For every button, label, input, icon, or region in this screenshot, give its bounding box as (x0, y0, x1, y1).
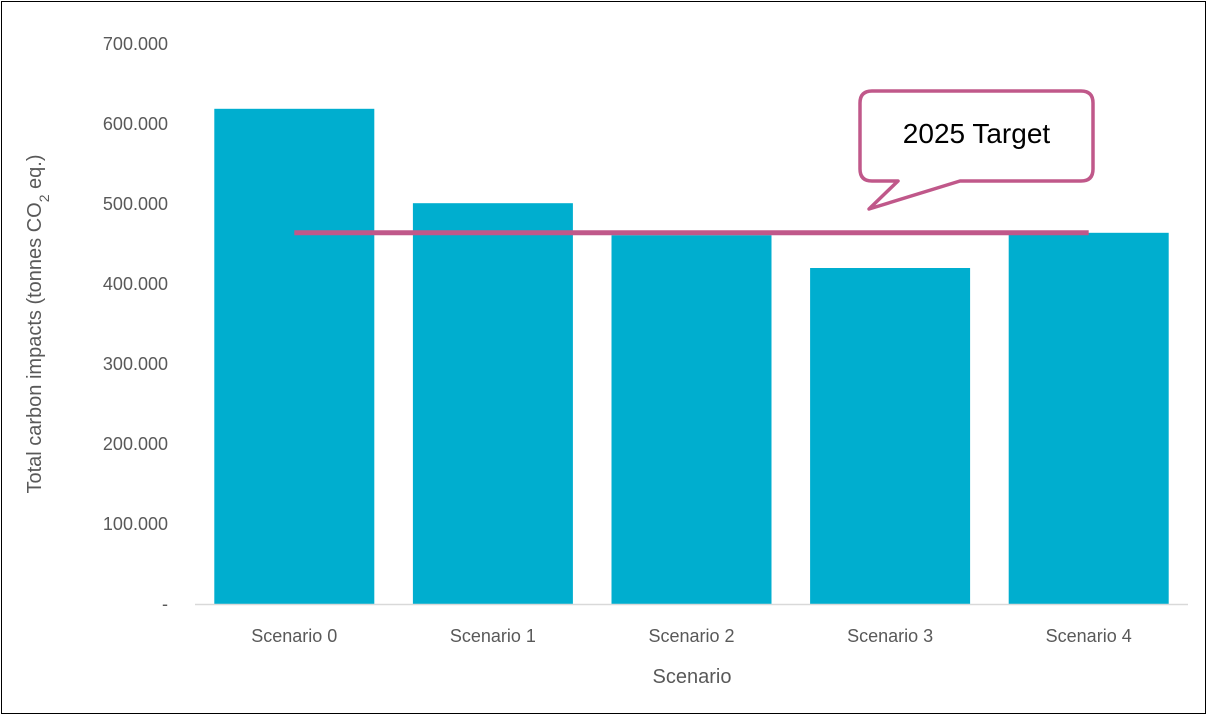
x-tick-label: Scenario 0 (251, 626, 337, 646)
y-tick-label: 300.000 (103, 354, 168, 374)
bars (214, 108, 1169, 605)
y-tick-label: 700.000 (103, 34, 168, 54)
target-callout (858, 89, 1095, 211)
bar (611, 235, 772, 604)
y-tick-label: 400.000 (103, 274, 168, 294)
x-tick-label: Scenario 3 (847, 626, 933, 646)
y-tick-label: 200.000 (103, 434, 168, 454)
y-tick-label: 100.000 (103, 514, 168, 534)
y-axis-ticks: - 100.000 200.000 300.000 400.000 500.000 600.… (103, 34, 168, 614)
y-axis-title-main: Total carbon impacts (tonnes CO (24, 202, 46, 493)
y-axis-title-subscript: 2 (36, 194, 52, 202)
x-tick-label: Scenario 4 (1046, 626, 1132, 646)
y-axis-title-tail: eq.) (24, 154, 46, 194)
x-axis-ticks: Scenario 0 Scenario 1 Scenario 2 Scenario 3… (251, 626, 1131, 646)
y-tick-label: 500.000 (103, 194, 168, 214)
y-tick-label: - (162, 594, 168, 614)
x-tick-label: Scenario 2 (648, 626, 734, 646)
target-callout-label: 2025 Target (903, 118, 1051, 149)
y-axis-title: Total carbon impacts (tonnes CO2 eq.) (24, 154, 52, 493)
bar (214, 108, 375, 605)
x-tick-label: Scenario 1 (450, 626, 536, 646)
bar (810, 268, 971, 604)
bar (1008, 232, 1169, 605)
bar (412, 203, 573, 604)
y-tick-label: 600.000 (103, 114, 168, 134)
x-axis-title: Scenario (653, 666, 732, 688)
